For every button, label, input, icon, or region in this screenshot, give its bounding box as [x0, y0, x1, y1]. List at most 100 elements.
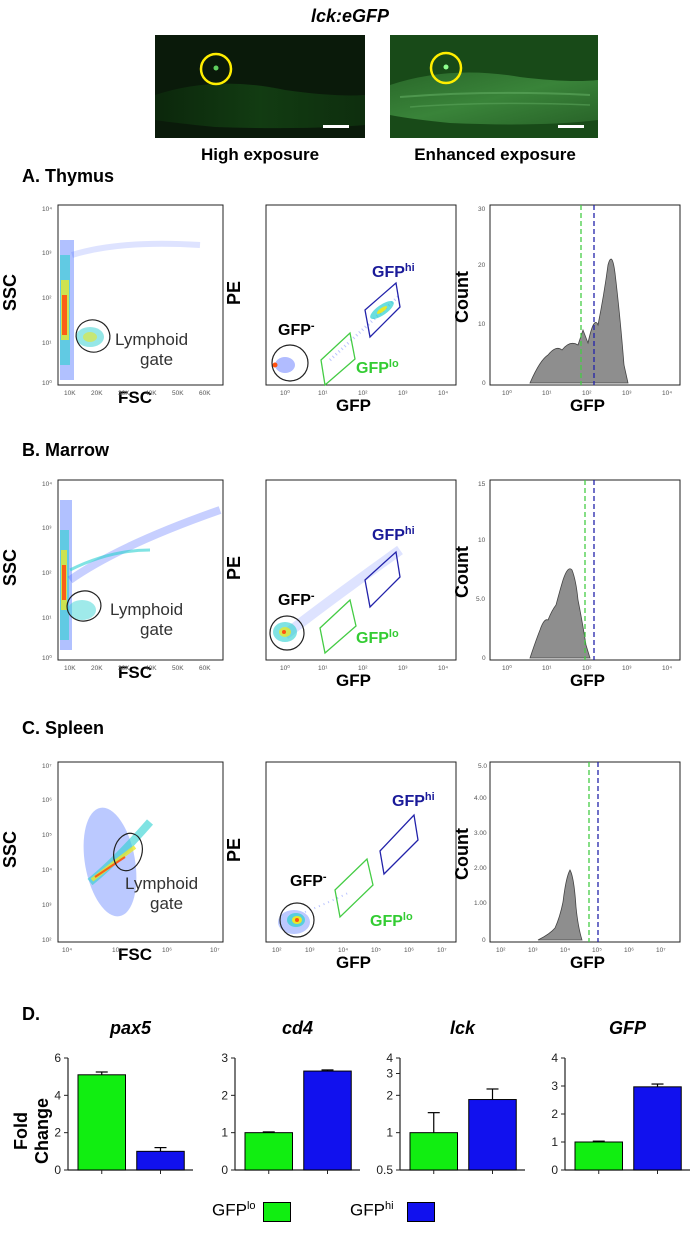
thymus-count-axis-label: Count: [452, 271, 472, 323]
tick: 10²: [42, 295, 52, 302]
tick: 10³: [398, 665, 408, 672]
tick: 30: [478, 206, 486, 213]
thymus-gate-label: gate: [140, 350, 173, 369]
marrow-gfp-lo-label: GFPlo: [356, 628, 399, 647]
tick: 10: [478, 537, 486, 544]
thymus-ssc-scatter-density: [60, 240, 201, 380]
tick: 10³: [42, 525, 52, 532]
tick: 3.00: [474, 830, 487, 837]
spleen-pe-scatter: [278, 891, 351, 934]
tick: 10³: [398, 390, 408, 397]
bar-y-tick-label: 2: [54, 1126, 61, 1140]
thymus-ssc-axis-label: SSC: [0, 274, 20, 311]
bar-y-tick-label: 0: [551, 1163, 558, 1177]
tick: 0: [482, 655, 486, 662]
tick: 10¹: [542, 665, 552, 672]
legend-lo-label: GFPlo: [212, 1200, 256, 1220]
tick: 5.0: [476, 596, 485, 603]
tick: 10¹: [542, 390, 552, 397]
thymus-ssc-fsc-plot: Lymphoid gate SSC FSC 10K 20K 30K 40K 50…: [0, 204, 224, 407]
marrow-hist-gfp-axis-label: GFP: [570, 671, 605, 690]
thymus-gfp-neg-label: GFP-: [278, 320, 315, 339]
tick: 10⁰: [280, 664, 290, 672]
tick: 10⁰: [42, 379, 52, 387]
bar-y-tick-label: 4: [551, 1051, 558, 1065]
tick: 30K: [118, 665, 130, 672]
tick: 10¹: [42, 615, 52, 622]
marrow-gate-label: gate: [140, 620, 173, 639]
bar-gfplo: [77, 1074, 126, 1171]
legend-hi-label: GFPhi: [350, 1200, 394, 1220]
thymus-fsc-axis-label: FSC: [118, 388, 152, 407]
spleen-gfp-hi-label: GFPhi: [392, 791, 435, 810]
bar-chart-title: pax5: [109, 1020, 152, 1038]
thymus-scatter-plots: Lymphoid gate SSC FSC 10K 20K 30K 40K 50…: [0, 204, 681, 415]
tick: 10⁵: [371, 947, 381, 954]
thymus-count-histogram: Count GFP 0 10 20 30 10⁰ 10¹ 10² 10³ 10⁴: [452, 204, 681, 415]
thymus-gfp-lo-label: GFPlo: [356, 358, 399, 377]
bar-y-tick-label: 3: [221, 1051, 228, 1065]
tick: 0: [482, 937, 486, 944]
tick: 10⁴: [42, 481, 52, 488]
tick: 4.00: [474, 795, 487, 802]
bar-y-tick-label: 3: [386, 1066, 393, 1080]
spleen-pe-gfp-plot: GFP- GFPhi GFPlo PE GFP 10² 10³ 10⁴ 10⁵ …: [224, 761, 457, 972]
bar-gfphi: [303, 1070, 352, 1171]
thymus-gfp-hi-label: GFPhi: [372, 262, 415, 281]
bar-chart-title: cd4: [282, 1020, 313, 1038]
tick: 10⁵: [592, 947, 602, 954]
tick: 10³: [305, 947, 315, 954]
bar-y-tick-label: 2: [221, 1088, 228, 1102]
tick: 0: [482, 380, 486, 387]
tick: 40K: [145, 390, 157, 397]
tick: 10³: [622, 665, 632, 672]
tick: 20K: [91, 390, 103, 397]
marrow-scatter-plots: Lymphoid gate SSC FSC 10K 20K 30K 40K 50…: [0, 479, 681, 690]
tick: 10⁵: [42, 832, 52, 839]
tick: 10⁷: [656, 947, 666, 954]
tick: 20K: [91, 665, 103, 672]
bar-y-tick-label: 1: [386, 1126, 393, 1140]
tick: 60K: [199, 665, 211, 672]
legend-hi-swatch: [407, 1202, 435, 1222]
legend-lo-swatch: [263, 1202, 291, 1222]
tick: 10⁶: [42, 797, 52, 804]
bar-gfphi: [136, 1150, 185, 1171]
bar-y-tick-label: 2: [386, 1088, 393, 1102]
spleen-pe-axis-label: PE: [224, 838, 244, 862]
marrow-lymphoid-label: Lymphoid: [110, 600, 183, 619]
bar-y-tick-label: 2: [551, 1107, 558, 1121]
section-label-spleen: C. Spleen: [22, 718, 105, 738]
tick: 10⁰: [42, 654, 52, 662]
bar-y-tick-label: 0: [221, 1163, 228, 1177]
section-label-marrow: B. Marrow: [22, 440, 110, 460]
tick: 10K: [64, 665, 76, 672]
thymus-gfp-axis-label: GFP: [336, 396, 371, 415]
thymus-pe-scatter: [272, 293, 402, 373]
marrow-pe-axis-label: PE: [224, 556, 244, 580]
bar-gfplo: [244, 1132, 293, 1171]
spleen-lymphoid-label: Lymphoid: [125, 874, 198, 893]
spleen-hist-gfp-axis-label: GFP: [570, 953, 605, 972]
tick: 10¹: [42, 340, 52, 347]
thymus-hist-gfp-axis-label: GFP: [570, 396, 605, 415]
figure-header-title: lck:eGFP: [310, 6, 390, 26]
caption-enhanced-exposure: Enhanced exposure: [414, 145, 576, 164]
marrow-count-histogram: Count GFP 0 5.0 10 15 10⁰ 10¹ 10² 10³ 10…: [452, 479, 681, 690]
section-label-thymus: A. Thymus: [22, 166, 115, 186]
thymus-lymphoid-label: Lymphoid: [115, 330, 188, 349]
marrow-count-axis-label: Count: [452, 546, 472, 598]
marrow-ssc-fsc-plot: Lymphoid gate SSC FSC 10K 20K 30K 40K 50…: [0, 479, 224, 682]
tick: 10²: [358, 390, 368, 397]
tick: 10²: [42, 570, 52, 577]
tick: 10⁰: [502, 664, 512, 672]
spleen-count-axis-label: Count: [452, 828, 472, 880]
tick: 10⁴: [662, 665, 672, 672]
tick: 10²: [358, 665, 368, 672]
tick: 10⁷: [210, 947, 220, 954]
tick: 10⁴: [338, 947, 348, 954]
spleen-gfp-axis-label: GFP: [336, 953, 371, 972]
bar-gfplo: [409, 1132, 458, 1171]
tick: 10⁷: [437, 947, 447, 954]
